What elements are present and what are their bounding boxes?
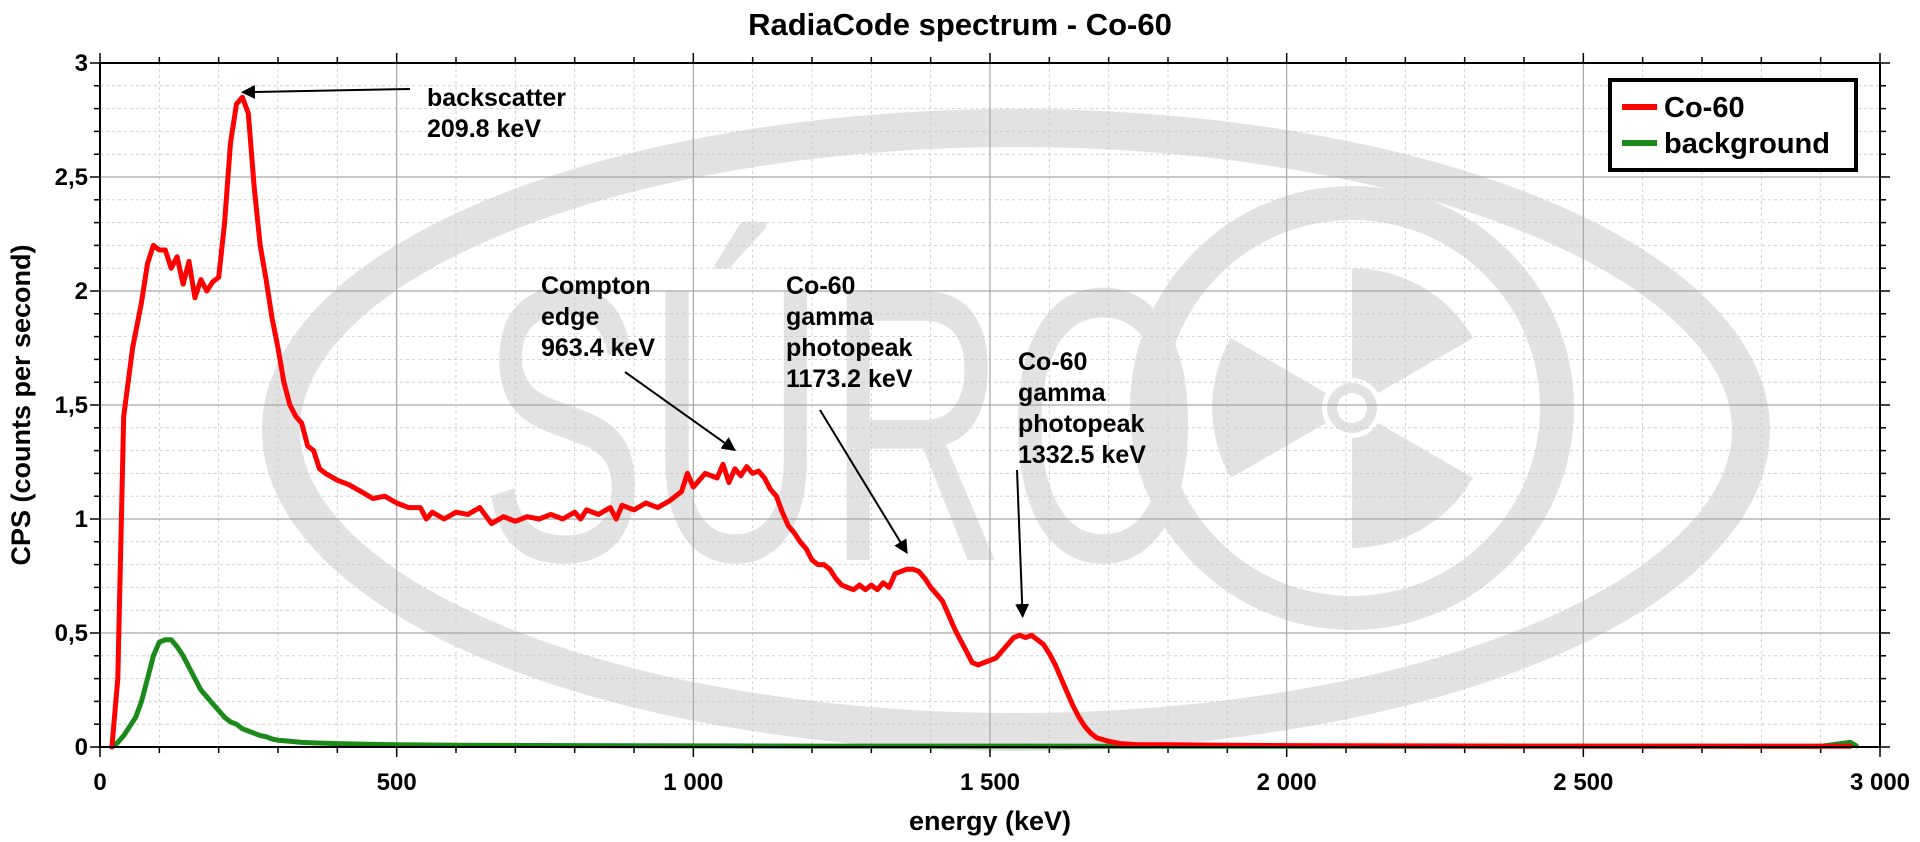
annotation: Compton edge 963.4 keV <box>541 272 737 451</box>
x-tick-label: 0 <box>93 769 106 796</box>
annotation-text: gamma <box>786 303 875 331</box>
annotation-text: photopeak <box>786 334 912 362</box>
annotation-arrow <box>819 409 908 554</box>
legend-label-background: background <box>1664 128 1830 160</box>
watermark: SÚRO <box>262 109 1770 751</box>
y-tick-label: 3 <box>75 50 88 77</box>
chart-title: RadiaCode spectrum - Co-60 <box>748 7 1172 42</box>
annotation-text: 963.4 keV <box>541 334 655 362</box>
annotations: backscatter 209.8 keV Compton edge 963.4 keV… <box>241 84 1146 618</box>
y-tick-label: 1,5 <box>55 392 88 419</box>
y-tick-label: 0,5 <box>55 620 88 647</box>
y-tick-label: 2 <box>75 278 88 305</box>
annotation-arrow <box>241 84 411 99</box>
annotation-text: Co-60 <box>786 272 855 300</box>
annotation: backscatter 209.8 keV <box>241 84 566 143</box>
annotation-arrow <box>1015 469 1030 618</box>
annotation-text: backscatter <box>427 84 566 112</box>
grid <box>100 63 1880 747</box>
radiation-trefoil-icon <box>1130 186 1574 630</box>
y-axis-title: CPS (counts per second) <box>6 244 36 565</box>
x-tick-label: 2 500 <box>1553 769 1613 796</box>
series-line-co-60 <box>109 94 1853 750</box>
annotation-arrow <box>624 371 737 451</box>
annotation-text: Co-60 <box>1018 348 1087 376</box>
y-tick-label: 0 <box>75 734 88 761</box>
legend-box <box>1608 78 1858 172</box>
x-tick-label: 3 000 <box>1850 769 1910 796</box>
legend-label-co60: Co-60 <box>1664 92 1745 124</box>
annotation: Co-60 gamma photopeak 1332.5 keV <box>1015 348 1146 618</box>
y-tick-label: 2,5 <box>55 164 88 191</box>
plot-frame <box>99 62 1881 748</box>
x-tick-label: 500 <box>377 769 417 796</box>
axis-ticks: 0 500 1 000 1 500 2 000 2 500 3 000 0 0,5 1 1,5 2 2,… <box>55 50 1910 796</box>
annotation-text: 1332.5 keV <box>1018 441 1146 469</box>
y-tick-label: 1 <box>75 506 88 533</box>
annotation-text: Compton <box>541 272 651 300</box>
annotation-text: photopeak <box>1018 410 1144 438</box>
watermark-text: SÚRO <box>480 207 1200 643</box>
legend: Co-60 background <box>1608 78 1858 172</box>
annotation-text: edge <box>541 303 599 331</box>
annotation: Co-60 gamma photopeak 1173.2 keV <box>786 272 913 554</box>
x-tick-label: 2 000 <box>1257 769 1317 796</box>
annotation-text: 209.8 keV <box>427 115 541 143</box>
annotation-text: 1173.2 keV <box>786 365 913 393</box>
annotation-text: gamma <box>1018 379 1107 407</box>
x-axis-title: energy (keV) <box>909 806 1071 836</box>
x-tick-label: 1 000 <box>663 769 723 796</box>
x-tick-label: 1 500 <box>960 769 1020 796</box>
